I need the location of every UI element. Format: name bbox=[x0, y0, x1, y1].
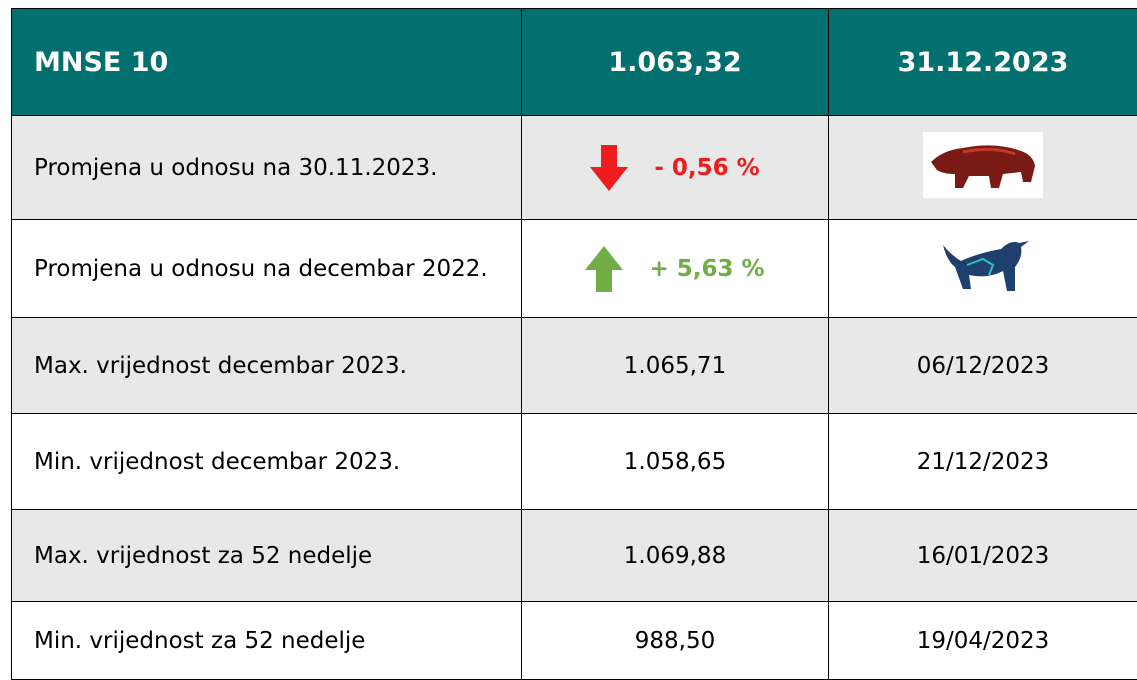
row: Promjena u odnosu na 30.11.2023. - 0,56 … bbox=[12, 116, 1137, 220]
row-label: Promjena u odnosu na decembar 2022. bbox=[12, 220, 522, 318]
row-label: Max. vrijednost za 52 nedelje bbox=[12, 510, 522, 602]
row-value: 1.069,88 bbox=[522, 510, 829, 602]
row-date: 19/04/2023 bbox=[829, 602, 1137, 680]
row-date: 21/12/2023 bbox=[829, 414, 1137, 510]
row: Max. vrijednost decembar 2023. 1.065,71 … bbox=[12, 318, 1137, 414]
index-value: 1.063,32 bbox=[522, 9, 829, 116]
bear-icon bbox=[923, 132, 1043, 198]
row-label: Promjena u odnosu na 30.11.2023. bbox=[12, 116, 522, 220]
change-cell: - 0,56 % bbox=[522, 116, 829, 220]
row-label: Min. vrijednost za 52 nedelje bbox=[12, 602, 522, 680]
index-table: MNSE 10 1.063,32 31.12.2023 Promjena u o… bbox=[11, 8, 1137, 680]
row: Min. vrijednost decembar 2023. 1.058,65 … bbox=[12, 414, 1137, 510]
header-row: MNSE 10 1.063,32 31.12.2023 bbox=[12, 9, 1137, 116]
row-value: 988,50 bbox=[522, 602, 829, 680]
change-cell: + 5,63 % bbox=[522, 220, 829, 318]
index-name: MNSE 10 bbox=[12, 9, 522, 116]
change-value: - 0,56 % bbox=[654, 155, 759, 181]
row: Promjena u odnosu na decembar 2022. + 5,… bbox=[12, 220, 1137, 318]
up-arrow bbox=[585, 246, 623, 292]
row-label: Min. vrijednost decembar 2023. bbox=[12, 414, 522, 510]
down-arrow bbox=[590, 145, 628, 191]
change-value: + 5,63 % bbox=[649, 256, 764, 282]
index-date: 31.12.2023 bbox=[829, 9, 1137, 116]
bull-icon bbox=[933, 231, 1033, 301]
row-value: 1.065,71 bbox=[522, 318, 829, 414]
row-label: Max. vrijednost decembar 2023. bbox=[12, 318, 522, 414]
row-date: 06/12/2023 bbox=[829, 318, 1137, 414]
bull-cell bbox=[829, 220, 1137, 318]
bear-cell bbox=[829, 116, 1137, 220]
row: Max. vrijednost za 52 nedelje 1.069,88 1… bbox=[12, 510, 1137, 602]
row-value: 1.058,65 bbox=[522, 414, 829, 510]
row: Min. vrijednost za 52 nedelje 988,50 19/… bbox=[12, 602, 1137, 680]
row-date: 16/01/2023 bbox=[829, 510, 1137, 602]
